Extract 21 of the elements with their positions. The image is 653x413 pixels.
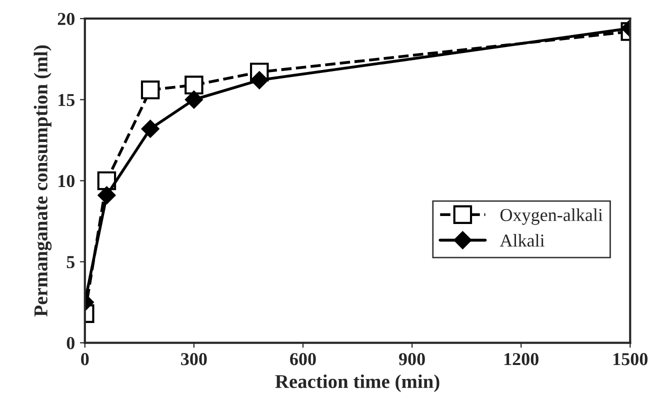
legend-label: Alkali bbox=[500, 234, 544, 247]
point bbox=[185, 90, 203, 109]
point bbox=[250, 71, 268, 90]
y-tick-label: 15 bbox=[58, 94, 75, 106]
y-tick-label: 5 bbox=[66, 256, 75, 268]
legend-label: Oxygen-alkali bbox=[500, 208, 603, 225]
y-tick-label: 0 bbox=[66, 337, 74, 350]
x-tick-label: 900 bbox=[398, 353, 425, 366]
y-tick-label: 20 bbox=[58, 12, 74, 26]
y-tick-label: 10 bbox=[58, 174, 74, 188]
point bbox=[184, 76, 204, 94]
y-axis-title: Permanganate consumption (ml) bbox=[34, 45, 52, 316]
x-tick-label: 0 bbox=[81, 353, 89, 366]
x-tick-label: 300 bbox=[181, 353, 207, 366]
x-tick-label: 1200 bbox=[504, 353, 538, 366]
point bbox=[140, 80, 160, 100]
point bbox=[98, 186, 116, 204]
x-tick-label: 1500 bbox=[614, 353, 648, 366]
x-axis-title: Reaction time (min) bbox=[275, 374, 440, 392]
point bbox=[141, 120, 160, 138]
x-tick-label: 600 bbox=[290, 353, 316, 366]
